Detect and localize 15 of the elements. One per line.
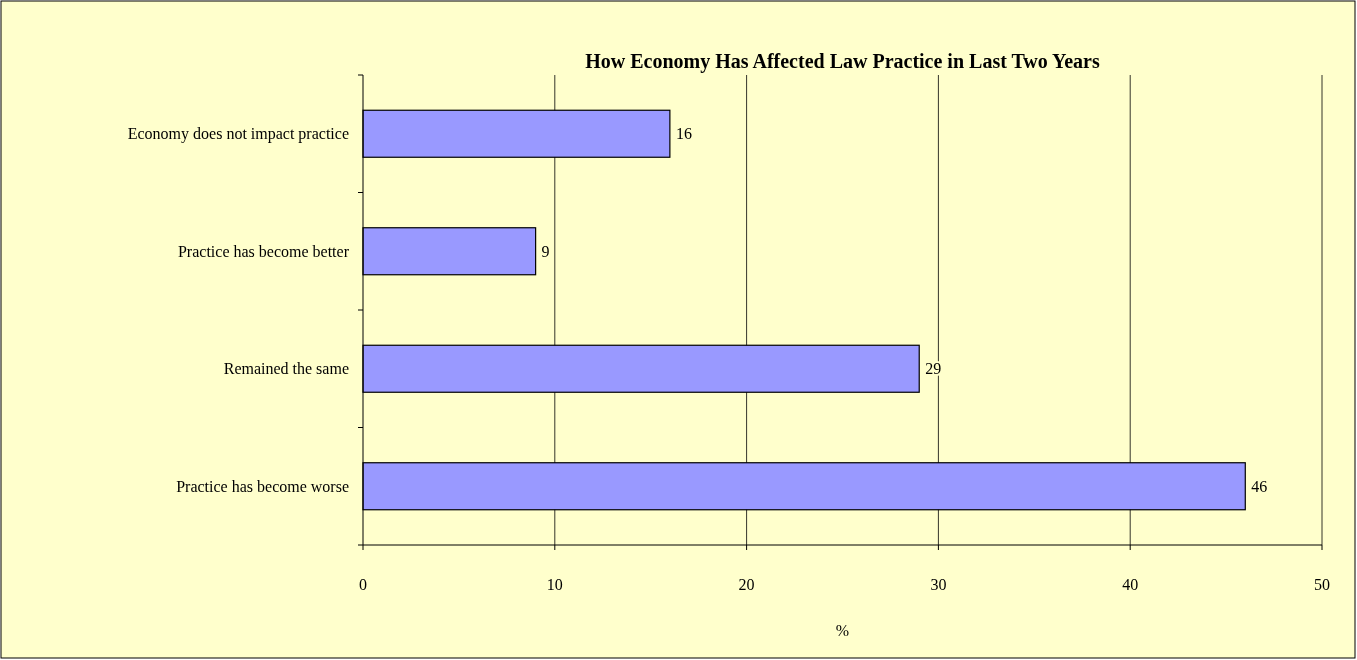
y-tick-label: Remained the same xyxy=(223,360,349,378)
x-tick-label: 30 xyxy=(930,576,947,593)
x-tick-label: 40 xyxy=(1122,576,1139,593)
x-tick-label: 10 xyxy=(546,576,563,593)
chart-title: How Economy Has Affected Law Practice in Last Two Years xyxy=(585,50,1100,73)
x-axis-title: % xyxy=(835,622,850,639)
data-label: 9 xyxy=(541,242,550,260)
y-tick-label: Economy does not impact practice xyxy=(127,125,349,144)
data-label: 16 xyxy=(675,125,692,143)
x-tick-label: 50 xyxy=(1314,576,1330,593)
x-tick-label: 0 xyxy=(359,576,367,593)
y-tick-label: Practice has become better xyxy=(177,242,350,260)
x-tick-label: 20 xyxy=(738,576,755,593)
y-tick-label: Practice has become worse xyxy=(176,477,349,495)
data-label: 46 xyxy=(1251,477,1268,495)
